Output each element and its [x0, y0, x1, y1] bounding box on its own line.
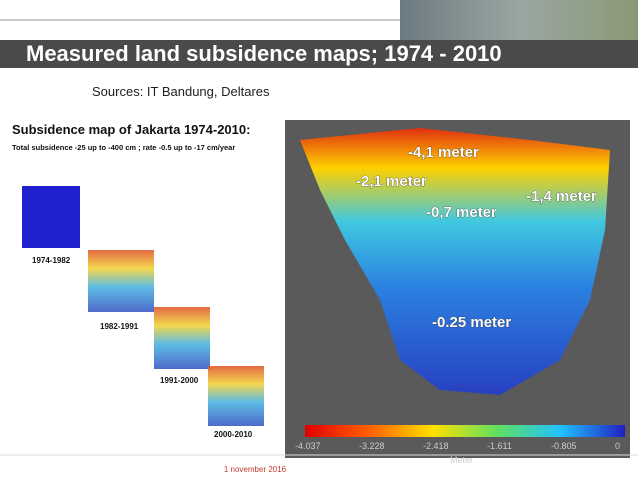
colorbar-tick: -4.037: [295, 441, 321, 451]
colorbar-tick: -3.228: [359, 441, 385, 451]
period-label: 1974-1982: [32, 256, 71, 265]
colorbar: [305, 425, 625, 437]
colorbar-tick: 0: [615, 441, 620, 451]
thumbnail-map: [208, 366, 264, 426]
footer-date: 1 november 2016: [223, 465, 287, 474]
thumbnail-map: [88, 250, 154, 312]
map-label: -4,1 meter: [408, 144, 479, 161]
panel-subheading: Total subsidence -25 up to -400 cm ; rat…: [12, 143, 236, 152]
period-label: 1982-1991: [100, 322, 139, 331]
period-label: 2000-2010: [214, 430, 253, 439]
colorbar-tick: -0.805: [551, 441, 577, 451]
map-label: -1,4 meter: [526, 188, 597, 205]
subsidence-map: [300, 128, 610, 395]
map-label: -2,1 meter: [356, 173, 427, 190]
panel-heading: Subsidence map of Jakarta 1974-2010:: [12, 122, 251, 137]
colorbar-unit: Meter: [450, 455, 473, 465]
period-label: 1991-2000: [160, 376, 199, 385]
colorbar-tick: -1.611: [487, 441, 512, 451]
thumbnail-map: [22, 186, 80, 248]
header-photo: [400, 0, 638, 40]
sources: Sources: IT Bandung, Deltares: [92, 84, 270, 99]
colorbar-tick: -2.418: [423, 441, 449, 451]
map-label: -0.25 meter: [432, 314, 511, 331]
map-label: -0,7 meter: [426, 204, 497, 221]
slide-title: Measured land subsidence maps; 1974 - 20…: [0, 40, 638, 68]
thumbnail-map: [154, 307, 210, 369]
